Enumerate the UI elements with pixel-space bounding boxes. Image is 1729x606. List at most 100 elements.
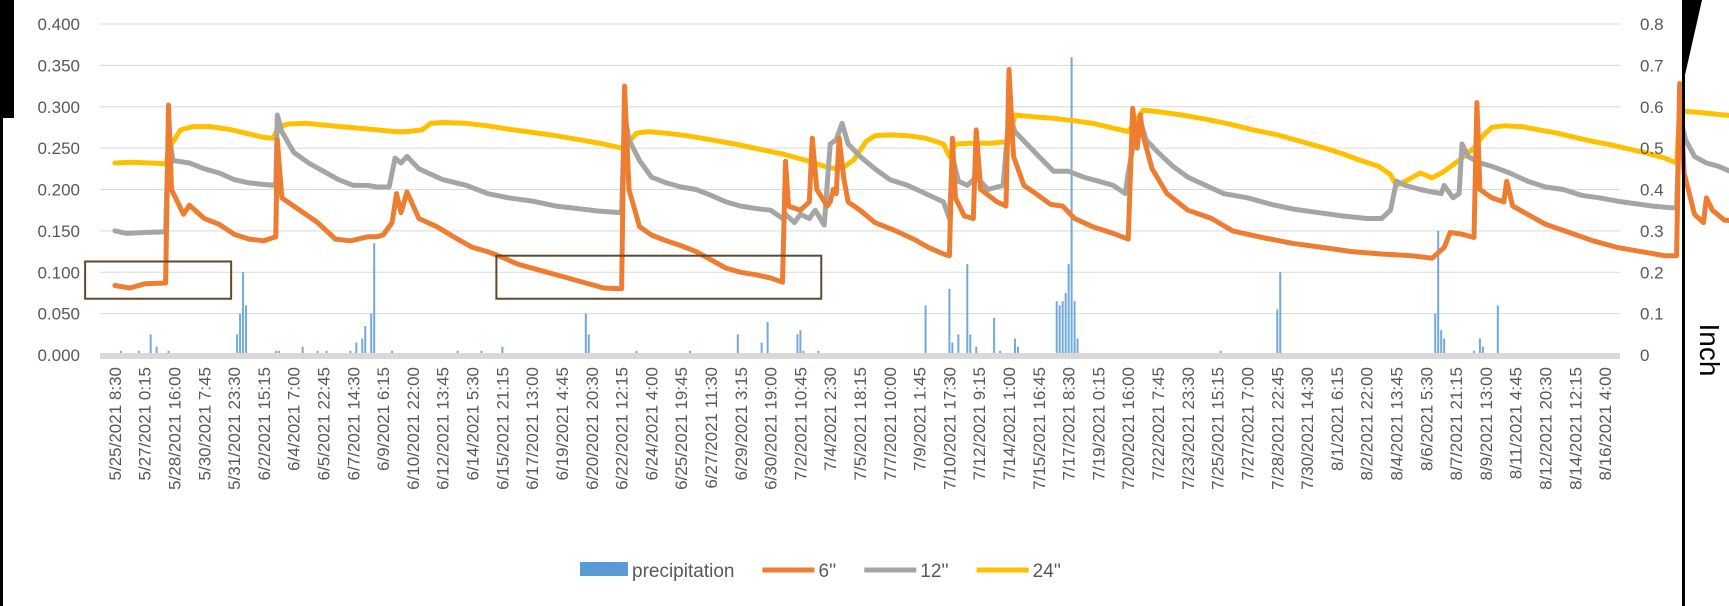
x-tick-label: 8/2/2021 22:00 (1358, 367, 1377, 480)
x-tick-label: 8/9/2021 13:00 (1477, 367, 1496, 480)
precipitation-bar (736, 334, 739, 355)
y-tick-label: 0.050 (37, 305, 80, 324)
y-tick-label: 0.250 (37, 139, 80, 158)
x-tick-label: 7/14/2021 1:00 (1000, 367, 1019, 480)
precipitation-bar (951, 342, 954, 355)
x-tick-label: 7/28/2021 22:45 (1268, 367, 1287, 490)
x-tick-label: 7/5/2021 18:15 (851, 367, 870, 480)
precipitation-bar (948, 288, 951, 355)
precipitation-bar (456, 350, 459, 355)
precipitation-bar (1055, 301, 1058, 355)
precipitation-bar (245, 305, 248, 355)
precipitation-bar (969, 334, 972, 355)
x-tick-label: 7/27/2021 7:00 (1238, 367, 1257, 480)
x-tick-label: 8/6/2021 5:30 (1417, 367, 1436, 471)
y-axis-left: 0.000 0.050 0.100 0.150 0.200 0.250 0.300 0.350… (37, 15, 80, 365)
precipitation-bar (1016, 346, 1019, 355)
x-tick-label: 6/4/2021 7:00 (285, 367, 304, 471)
precipitation-bar (1279, 272, 1282, 355)
annotation-boxes (84, 254, 823, 300)
precipitation-bar (817, 350, 820, 355)
y-tick-label: 0.000 (37, 346, 80, 365)
precipitation-bar (149, 334, 152, 355)
x-tick-label: 6/9/2021 6:15 (374, 367, 393, 471)
frame-corner-mark (1685, 0, 1702, 75)
x-tick-label: 6/30/2021 19:00 (762, 367, 781, 490)
y-tick-label: 0.150 (37, 222, 80, 241)
precipitation-bar (1073, 301, 1076, 355)
precipitation-bar (975, 346, 978, 355)
x-tick-label: 8/1/2021 6:15 (1328, 367, 1347, 471)
precipitation-bar (689, 350, 692, 355)
precipitation-bar (999, 350, 1002, 355)
y2-tick-label: 0.1 (1640, 305, 1664, 324)
precipitation-bar (1434, 313, 1437, 355)
precipitation-bar (277, 350, 280, 355)
x-tick-label: 6/2/2021 15:15 (255, 367, 274, 480)
x-tick-label: 7/2/2021 10:45 (791, 367, 810, 480)
precipitation-bar (1440, 330, 1443, 355)
precipitation-bar (1058, 305, 1061, 355)
precipitation-bar (274, 350, 277, 355)
series-line-6in (112, 67, 1729, 292)
y-tick-label: 0.100 (37, 263, 80, 282)
precipitation-bar (325, 350, 328, 355)
precipitation-bar (155, 346, 158, 355)
x-tick-label: 7/25/2021 15:15 (1209, 367, 1228, 490)
x-tick-label: 6/24/2021 4:00 (642, 367, 661, 480)
precipitation-bar (361, 338, 364, 355)
precipitation-bar (373, 243, 376, 355)
x-tick-label: 8/11/2021 4:45 (1507, 367, 1526, 479)
x-tick-label: 6/22/2021 12:15 (613, 367, 632, 490)
y-tick-label: 0.350 (37, 56, 80, 75)
precipitation-bar (1013, 338, 1016, 355)
y-tick-label: 0.300 (37, 98, 80, 117)
precipitation-bar (501, 346, 504, 355)
y2-axis-title: Inch (1694, 324, 1725, 377)
x-tick-label: 6/29/2021 3:15 (732, 367, 751, 480)
precipitation-bar (349, 350, 352, 355)
precipitation-bar (766, 321, 769, 355)
y-tick-label: 0.400 (37, 15, 80, 34)
x-tick-label: 6/14/2021 5:30 (464, 367, 483, 480)
precipitation-bar (1070, 57, 1073, 355)
y2-tick-label: 0.4 (1640, 181, 1664, 200)
x-tick-label: 6/5/2021 22:45 (315, 367, 334, 480)
y2-tick-label: 0 (1640, 346, 1649, 365)
x-tick-label: 7/4/2021 2:30 (821, 367, 840, 471)
y2-tick-label: 0.2 (1640, 263, 1664, 282)
precipitation-bar (370, 313, 373, 355)
legend-label: 6'' (818, 561, 836, 582)
precipitation-bar (1061, 301, 1064, 355)
x-tick-label: 7/10/2021 17:30 (940, 367, 959, 490)
legend: precipitation 6'' 12'' 24'' (580, 561, 1061, 582)
x-tick-label: 5/31/2021 23:30 (225, 367, 244, 490)
x-axis: 5/25/2021 8:30 5/27/2021 0:15 5/28/2021 16… (100, 353, 1620, 490)
precipitation-bar (924, 305, 927, 355)
series-lines (112, 67, 1729, 292)
precipitation-bar (364, 326, 367, 355)
precipitation-bar (1481, 346, 1484, 355)
precipitation-bar (1443, 338, 1446, 355)
legend-label: 24'' (1033, 561, 1061, 582)
precipitation-bar (137, 350, 140, 355)
precipitation-bar (993, 317, 996, 355)
precipitation-bar (301, 346, 304, 355)
precipitation-bar (760, 342, 763, 355)
y-axis-right: 0 0.1 0.2 0.3 0.4 0.5 0.6 0.7 0.8 (1640, 15, 1664, 365)
frame-right-edge (1682, 0, 1685, 606)
x-tick-label: 8/16/2021 4:00 (1596, 367, 1615, 480)
precipitation-bar (1076, 338, 1079, 355)
x-tick-label: 8/7/2021 21:15 (1447, 367, 1466, 480)
x-tick-label: 7/19/2021 0:15 (1089, 367, 1108, 480)
x-tick-label: 8/4/2021 13:45 (1387, 367, 1406, 480)
x-tick-label: 7/15/2021 16:45 (1030, 367, 1049, 490)
legend-label: 12'' (920, 561, 948, 582)
precipitation-bar (802, 350, 805, 355)
precipitation-bar (391, 350, 394, 355)
frame-top-left-mark (0, 0, 14, 118)
x-tick-label: 8/12/2021 20:30 (1536, 367, 1555, 490)
precipitation-bar (316, 350, 319, 355)
x-tick-label: 8/14/2021 12:15 (1566, 367, 1585, 490)
